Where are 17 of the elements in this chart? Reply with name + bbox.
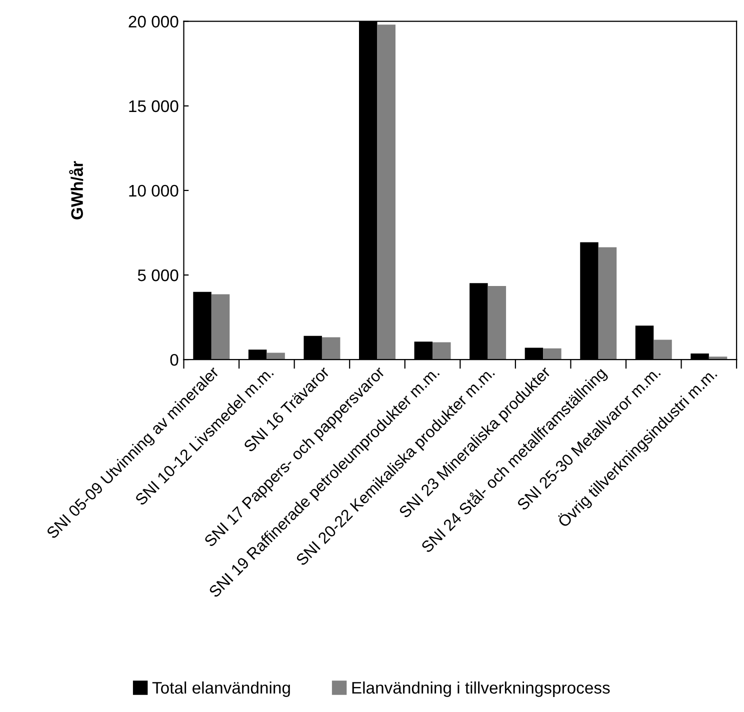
bar	[432, 342, 451, 360]
y-tick-label: 15 000	[129, 100, 178, 112]
y-tick-label: 20 000	[128, 16, 178, 28]
bar	[266, 352, 285, 360]
bar	[598, 247, 617, 360]
bar	[654, 340, 672, 360]
bar	[488, 286, 506, 360]
y-tick-label: 0	[170, 354, 178, 366]
y-tick-label: 10 000	[129, 184, 178, 197]
legend-label: Elanvändning i tillverkningsprocess	[352, 681, 610, 697]
y-tick-label: 5 000	[138, 269, 178, 282]
bar	[322, 337, 340, 360]
legend-label: Total elanvändning	[152, 681, 290, 697]
bar	[543, 348, 562, 360]
bar	[377, 24, 396, 360]
y-axis-title: GWh/år	[69, 161, 84, 220]
bar	[211, 294, 230, 360]
